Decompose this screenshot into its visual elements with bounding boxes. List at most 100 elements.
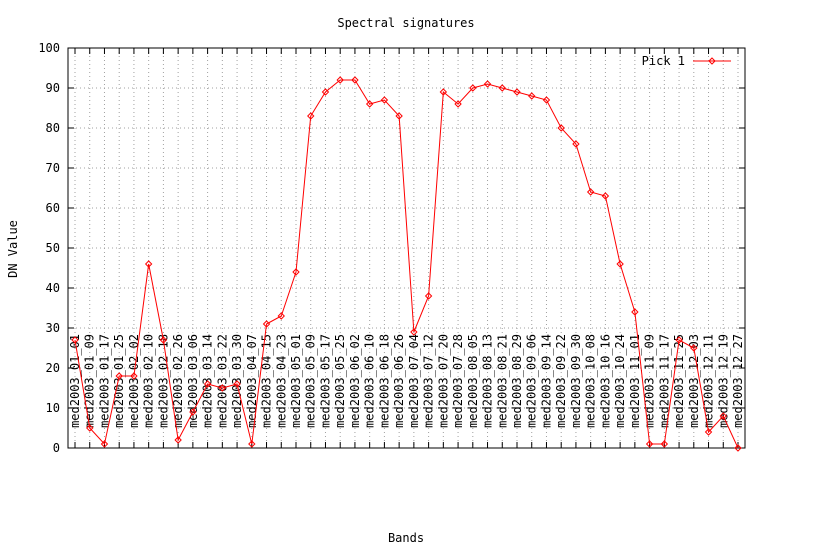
x-tick-label: med2003_04_23 [274,334,288,428]
x-tick-label: med2003_06_26 [392,334,406,428]
x-tick-label: med2003_06_10 [363,334,377,428]
x-tick-label: med2003_10_16 [598,334,612,428]
series-line-0 [74,79,739,449]
x-tick-label: med2003_02_26 [171,334,185,428]
data-point [248,440,256,448]
x-tick-label: med2003_11_25 [672,334,686,428]
y-axis: 0 10 20 30 40 50 60 70 80 90 100 [38,41,745,455]
y-tick-label: 50 [46,241,60,255]
x-tick-label: med2003_10_24 [613,334,627,428]
x-axis: med2003_01_01 med2003_01_09 med2003_01_17 m… [68,48,745,448]
data-point [557,124,565,132]
data-point [631,308,639,316]
x-tick-label: med2003_03_22 [215,334,229,428]
y-axis-label: DN Value [6,220,20,278]
data-point [336,76,344,84]
y-tick-label: 90 [46,81,60,95]
y-tick-label: 30 [46,321,60,335]
data-point [380,96,389,104]
x-tick-label: med2003_03_06 [186,334,200,428]
data-point [292,268,300,276]
x-tick-label: med2003_11_01 [628,334,642,428]
x-tick-label: med2003_12_11 [702,334,716,428]
data-point [660,440,669,448]
y-tick-label: 80 [46,121,60,135]
y-tick-label: 20 [46,361,60,375]
data-point [144,260,153,268]
series-layer [71,76,742,452]
data-point [86,424,94,432]
y-tick-label: 100 [38,41,60,55]
x-tick-label: med2003_01_01 [68,334,82,428]
data-point [410,328,418,336]
x-tick-label: med2003_07_20 [436,334,450,428]
data-point [203,380,212,388]
x-tick-label: med2003_09_30 [569,334,583,428]
x-tick-label: med2003_06_02 [348,334,362,428]
x-tick-label: med2003_08_05 [466,334,480,428]
x-tick-label: med2003_05_17 [318,334,332,428]
x-tick-label: med2003_01_17 [97,334,111,428]
data-point [321,88,330,96]
x-tick-label: med2003_09_22 [554,334,568,428]
data-point [174,436,182,444]
x-tick-label: med2003_08_13 [481,334,495,428]
data-point [233,380,241,388]
data-point [424,292,433,300]
x-tick-label: med2003_04_15 [260,334,274,428]
data-point [734,444,742,452]
y-tick-label: 70 [46,161,60,175]
legend: Pick 1 [642,54,731,68]
data-point [159,336,168,344]
data-point [218,384,227,392]
x-tick-label: med2003_02_10 [142,334,156,428]
data-point [115,372,123,380]
data-point [542,96,551,104]
data-point [572,140,580,148]
x-tick-label: med2003_12_27 [731,334,745,428]
data-point [483,80,492,88]
data-point [690,344,698,352]
x-tick-label: med2003_04_07 [245,334,259,428]
data-point [704,428,713,436]
x-tick-label: med2003_05_09 [304,334,318,428]
data-point [439,88,448,96]
data-point [71,336,79,344]
y-tick-label: 0 [53,441,60,455]
data-point [189,408,197,416]
x-tick-label: med2003_12_03 [687,334,701,428]
x-tick-label: med2003_01_25 [112,334,126,428]
x-tick-label: med2003_07_12 [422,334,436,428]
x-tick-label: med2003_08_21 [495,334,509,428]
x-tick-label: med2003_10_08 [584,334,598,428]
y-tick-label: 40 [46,281,60,295]
data-point [307,112,315,120]
data-point [645,440,654,448]
x-tick-label: med2003_02_02 [127,334,141,428]
data-point [586,188,595,196]
y-tick-label: 60 [46,201,60,215]
data-point [277,312,285,320]
x-tick-label: med2003_08_29 [510,334,524,428]
data-point [601,192,610,200]
data-point [719,412,727,420]
x-tick-label: med2003_01_09 [83,334,97,428]
data-point [262,320,271,328]
x-tick-label: med2003_07_28 [451,334,465,428]
x-tick-label: med2003_09_14 [539,334,553,428]
x-tick-label: med2003_09_06 [525,334,539,428]
data-point [130,372,138,380]
data-point [616,260,624,268]
x-tick-label: med2003_11_17 [657,334,671,428]
x-tick-label: med2003_05_25 [333,334,347,428]
data-point [365,100,374,108]
data-point [498,84,506,92]
data-point [675,336,683,344]
x-tick-label: med2003_11_09 [643,334,657,428]
x-tick-label: med2003_02_18 [156,334,170,428]
data-point [454,100,462,108]
data-point [528,92,536,100]
data-point [100,440,109,448]
y-tick-label: 10 [46,401,60,415]
